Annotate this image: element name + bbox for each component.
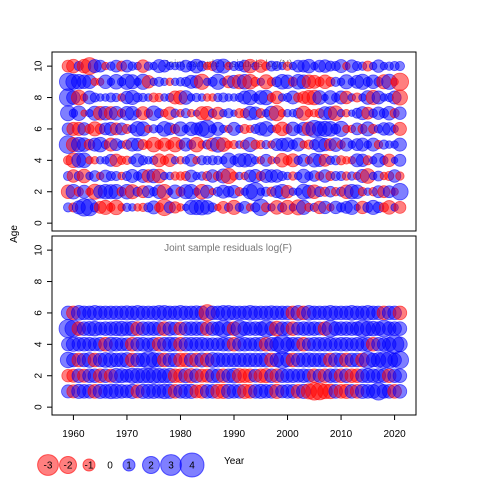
- legend-label: -3: [44, 461, 53, 472]
- bubble: [391, 89, 408, 106]
- x-tick-label: 1990: [223, 429, 246, 440]
- bubble: [393, 153, 407, 167]
- y-tick-label: 2: [34, 373, 45, 379]
- x-tick-label: 1960: [62, 429, 85, 440]
- legend-bubble: [59, 456, 77, 474]
- y-tick-label: 4: [34, 157, 45, 163]
- legend-label: -2: [64, 461, 73, 472]
- x-tick-label: 1980: [169, 429, 192, 440]
- bubble: [393, 200, 407, 214]
- legend-bubble: [82, 458, 96, 472]
- y-tick-label: 8: [34, 94, 45, 100]
- legend-label: -1: [85, 461, 94, 472]
- y-tick-label: 10: [34, 60, 45, 72]
- legend-label: 0: [107, 461, 113, 472]
- bubble: [395, 171, 405, 181]
- x-tick-label: 2000: [276, 429, 299, 440]
- y-tick-label: 6: [34, 310, 45, 316]
- x-tick-label: 2020: [383, 429, 406, 440]
- y-tick-label: 0: [34, 220, 45, 226]
- x-tick-label: 1970: [116, 429, 139, 440]
- bubble: [392, 384, 408, 399]
- bubble: [392, 321, 408, 336]
- panel-frame: [51, 51, 417, 232]
- bubble: [392, 137, 407, 152]
- y-tick-label: 0: [34, 404, 45, 410]
- y-tick-label: 2: [34, 189, 45, 195]
- y-tick-label: 6: [34, 126, 45, 132]
- legend: -3 -2 -1 0 1 2 3 4: [37, 452, 205, 478]
- bubble: [390, 72, 409, 91]
- panel-2: Joint sample residuals log(F) 0 2 4 6 8 10: [34, 235, 417, 416]
- x-axis-label: Year: [224, 456, 245, 467]
- panel-title: Joint sample residuals log(F): [164, 243, 292, 254]
- legend-bubble: [37, 454, 59, 476]
- bubble: [393, 106, 407, 120]
- legend-bubble: [179, 452, 205, 478]
- bubble-group: [58, 57, 409, 217]
- legend-label: 3: [168, 461, 174, 472]
- bubble: [392, 336, 408, 353]
- y-tick-label: 10: [34, 244, 45, 256]
- bubble-group: [58, 304, 409, 401]
- bubble: [392, 368, 408, 383]
- legend-bubble: [142, 456, 160, 474]
- x-tick-label: 2010: [330, 429, 353, 440]
- legend-label: 4: [189, 461, 195, 472]
- legend-bubble: [122, 458, 136, 472]
- bubble: [394, 61, 405, 72]
- x-axis: 1960 1970 1980 1990 2000 2010 2020: [62, 415, 406, 440]
- legend-label: 1: [126, 461, 132, 472]
- chart-panels: Joint sample residuals log(N)0246810Join…: [34, 51, 417, 416]
- legend-label: 2: [148, 461, 154, 472]
- bubble: [391, 183, 409, 201]
- bubble: [392, 121, 407, 136]
- y-tick-label: 8: [34, 278, 45, 284]
- bubble: [392, 305, 408, 321]
- y-axis-label: Age: [9, 225, 20, 243]
- y-tick-label: 4: [34, 341, 45, 347]
